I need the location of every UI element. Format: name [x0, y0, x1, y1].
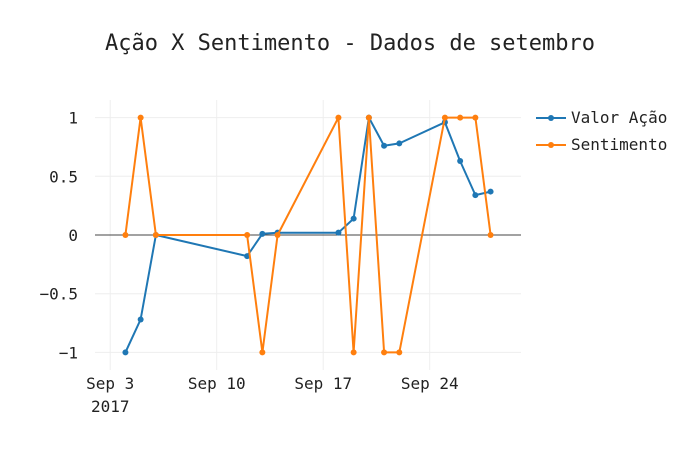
- y-tick-label: 1: [68, 109, 78, 128]
- data-point-valor-acao[interactable]: [472, 192, 479, 199]
- legend-item[interactable]: Valor Ação: [536, 108, 667, 127]
- data-point-valor-acao[interactable]: [350, 215, 357, 222]
- data-point-sentimento[interactable]: [381, 349, 388, 356]
- y-tick-label: −0.5: [39, 285, 78, 304]
- y-axis-ticks: 1 0.5 0 −0.5 −1: [39, 109, 78, 363]
- legend-label: Valor Ação: [571, 108, 667, 127]
- data-point-sentimento[interactable]: [335, 114, 342, 121]
- legend[interactable]: Valor Ação Sentimento: [536, 108, 667, 154]
- legend-item[interactable]: Sentimento: [536, 135, 667, 154]
- series-group: [122, 114, 494, 356]
- data-point-valor-acao[interactable]: [244, 253, 251, 260]
- data-point-sentimento[interactable]: [152, 232, 159, 238]
- x-axis-ticks: Sep 3 2017 Sep 10 Sep 17 Sep 24: [86, 374, 458, 416]
- data-point-sentimento[interactable]: [137, 114, 144, 121]
- legend-swatch-marker: [548, 115, 554, 121]
- legend-label: Sentimento: [571, 135, 667, 154]
- data-point-sentimento[interactable]: [350, 349, 357, 356]
- data-point-sentimento[interactable]: [396, 349, 403, 356]
- x-tick-label: Sep 24: [401, 374, 459, 393]
- x-tick-label: Sep 3: [86, 374, 134, 393]
- data-point-sentimento[interactable]: [259, 349, 266, 356]
- y-tick-label: 0.5: [49, 167, 78, 186]
- data-point-sentimento[interactable]: [472, 114, 479, 121]
- data-point-valor-acao[interactable]: [487, 188, 494, 195]
- x-tick-sublabel: 2017: [91, 397, 130, 416]
- data-point-sentimento[interactable]: [441, 114, 448, 121]
- data-point-valor-acao[interactable]: [137, 316, 144, 323]
- chart-title: Ação X Sentimento - Dados de setembro: [105, 31, 595, 56]
- data-point-sentimento[interactable]: [244, 232, 251, 238]
- y-tick-label: 0: [68, 226, 78, 245]
- x-tick-label: Sep 17: [294, 374, 352, 393]
- data-point-valor-acao[interactable]: [396, 140, 403, 147]
- series-sentimento: [122, 114, 494, 356]
- data-point-sentimento[interactable]: [457, 114, 464, 121]
- data-point-valor-acao[interactable]: [122, 349, 129, 356]
- data-point-sentimento[interactable]: [122, 232, 129, 238]
- data-point-sentimento[interactable]: [365, 114, 372, 121]
- data-point-valor-acao[interactable]: [259, 230, 266, 237]
- data-point-valor-acao[interactable]: [335, 229, 342, 236]
- x-tick-label: Sep 10: [188, 374, 246, 393]
- data-point-sentimento[interactable]: [274, 232, 281, 238]
- legend-swatch-marker: [548, 142, 554, 148]
- data-point-sentimento[interactable]: [487, 232, 494, 238]
- y-tick-label: −1: [59, 343, 78, 362]
- data-point-valor-acao[interactable]: [381, 142, 388, 149]
- data-point-valor-acao[interactable]: [457, 158, 464, 165]
